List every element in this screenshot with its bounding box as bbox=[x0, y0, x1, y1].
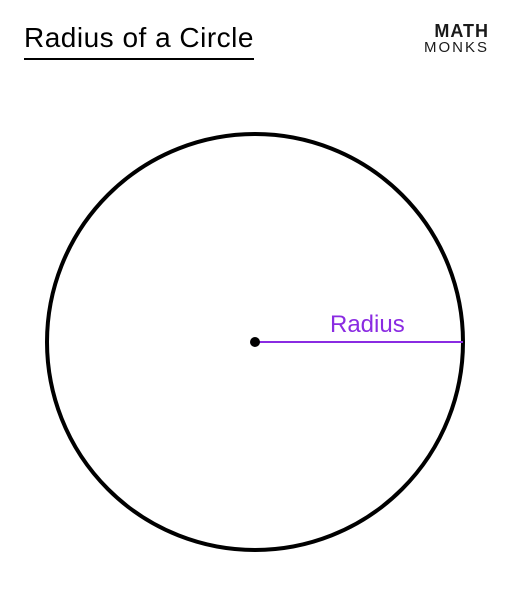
page-title: Radius of a Circle bbox=[24, 22, 254, 60]
brand-logo: MATH MONKS bbox=[424, 22, 489, 55]
logo-text-bottom: MONKS bbox=[424, 40, 489, 55]
header: Radius of a Circle MATH MONKS bbox=[24, 22, 489, 60]
center-dot bbox=[250, 337, 260, 347]
logo-text-top: MATH bbox=[424, 22, 489, 40]
radius-label: Radius bbox=[330, 311, 405, 338]
circle-diagram: Radius bbox=[30, 110, 480, 560]
